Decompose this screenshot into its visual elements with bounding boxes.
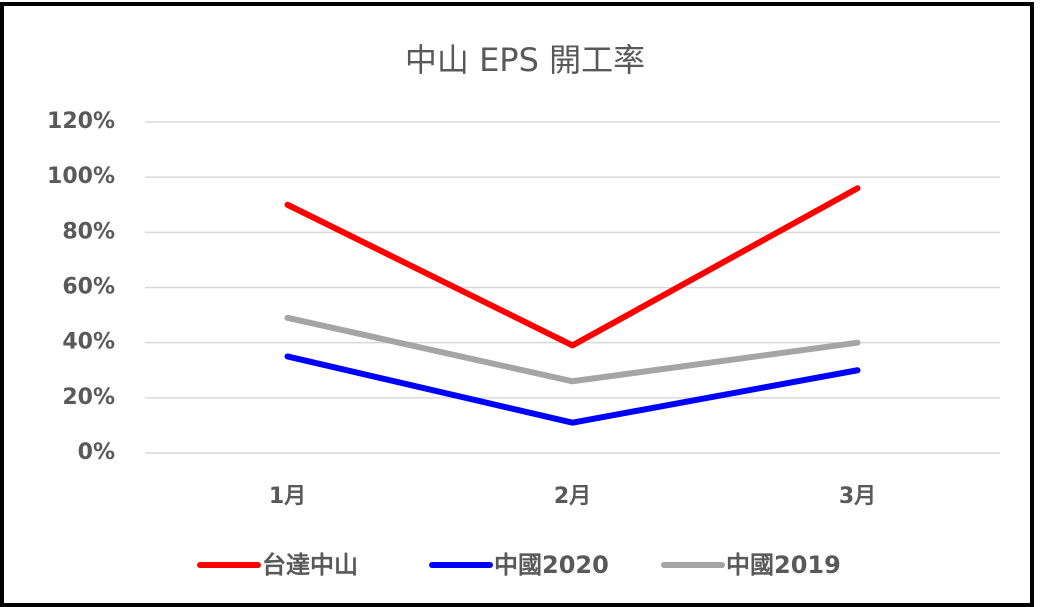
x-tick-label: 2月 (554, 484, 591, 509)
y-tick-label: 120% (47, 109, 115, 134)
chart-title: 中山 EPS 開工率 (405, 41, 645, 79)
series-line (284, 185, 861, 349)
series-line (284, 353, 861, 426)
x-tick-label: 1月 (269, 484, 306, 509)
y-tick-label: 0% (78, 440, 115, 465)
y-tick-label: 40% (62, 330, 115, 355)
y-tick-label: 80% (62, 219, 115, 244)
series-line (284, 314, 861, 385)
x-tick-label: 3月 (839, 484, 876, 509)
y-tick-label: 100% (47, 164, 115, 189)
legend-label: 中國2020 (494, 551, 609, 579)
y-tick-label: 60% (62, 275, 115, 300)
legend-label: 中國2019 (726, 551, 841, 579)
y-tick-label: 20% (62, 385, 115, 410)
legend-label: 台達中山 (262, 551, 358, 579)
